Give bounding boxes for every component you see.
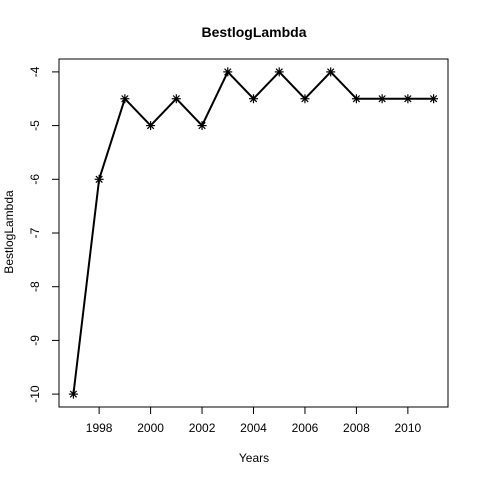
x-tick-label: 1998 <box>86 421 113 435</box>
data-point <box>94 174 104 184</box>
x-tick-label: 2002 <box>189 421 216 435</box>
data-point <box>120 94 130 104</box>
data-point <box>249 94 258 104</box>
data-point <box>300 94 310 104</box>
data-point <box>68 389 78 399</box>
data-point <box>171 94 181 104</box>
data-point <box>197 121 207 131</box>
series-markers <box>68 67 439 399</box>
data-point <box>326 67 336 77</box>
data-point <box>403 94 413 104</box>
x-tick-label: 2010 <box>395 421 422 435</box>
y-tick-label: -4 <box>28 66 42 77</box>
y-tick-label: -7 <box>28 227 42 238</box>
chart-title: BestlogLambda <box>201 24 306 40</box>
data-point <box>429 94 439 104</box>
x-axis: 1998 2000 2002 2004 2006 2008 2010 <box>86 407 422 435</box>
data-point <box>377 94 387 104</box>
y-tick-label: -5 <box>28 120 42 131</box>
x-tick-label: 2000 <box>137 421 164 435</box>
data-point <box>274 67 284 77</box>
y-axis: -10 -9 -8 -7 -6 -5 -4 <box>28 66 59 403</box>
x-tick-label: 2004 <box>240 421 267 435</box>
x-tick-label: 2006 <box>292 421 319 435</box>
y-tick-label: -10 <box>28 385 42 403</box>
data-point <box>351 94 361 104</box>
data-point <box>223 67 233 77</box>
y-tick-label: -9 <box>28 335 42 346</box>
x-axis-label: Years <box>239 451 269 465</box>
x-tick-label: 2008 <box>343 421 370 435</box>
y-tick-label: -6 <box>28 174 42 185</box>
data-point <box>146 121 156 131</box>
y-tick-label: -8 <box>28 281 42 292</box>
y-axis-label: BestlogLambda <box>2 190 16 274</box>
